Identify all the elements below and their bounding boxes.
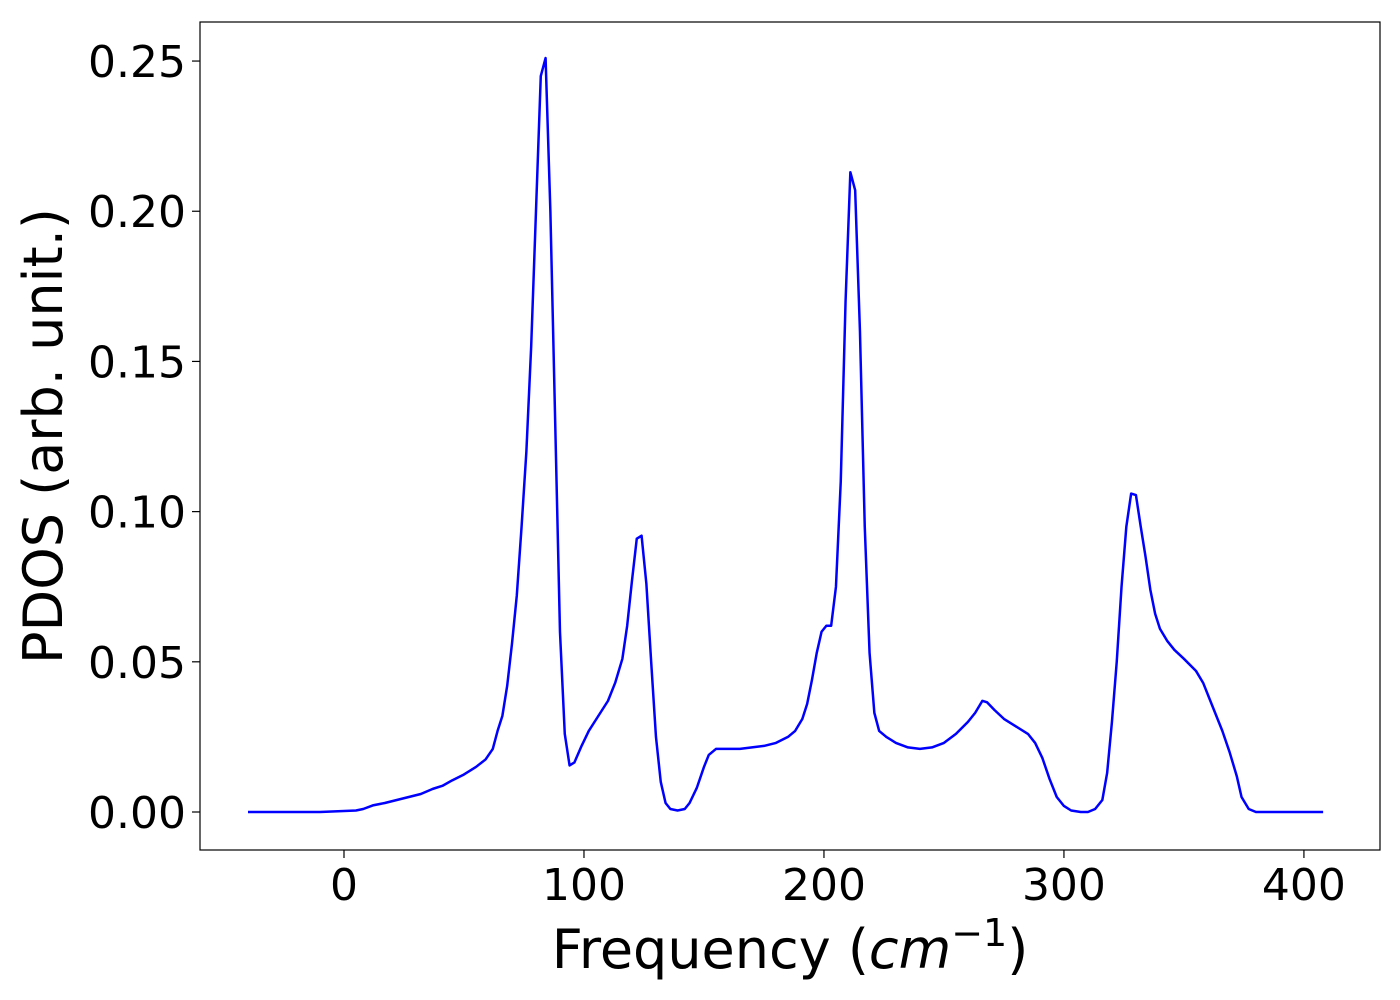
y-tick-label: 0.10 [88,488,186,539]
x-tick-label: 400 [1262,860,1346,911]
y-tick-label: 0.25 [88,37,186,88]
y-tick-label: 0.00 [88,788,186,839]
y-tick-label: 0.05 [88,638,186,689]
y-tick-label: 0.15 [88,337,186,388]
x-label-text: Frequency ( [552,918,869,981]
plot-frame [199,21,1381,851]
x-axis-label: Frequency (cm−1) [552,911,1029,981]
y-tick-label: 0.20 [88,187,186,238]
data-line [247,56,1324,814]
y-axis-label: PDOS (arb. unit.) [12,208,75,664]
x-tick-label: 0 [330,860,358,911]
x-label-math: cm [869,918,951,981]
x-tick-label: 300 [1022,860,1106,911]
x-label-sup: −1 [951,911,1007,955]
x-tick-label: 100 [542,860,626,911]
x-tick-label: 200 [782,860,866,911]
x-label-end: ) [1007,918,1028,981]
